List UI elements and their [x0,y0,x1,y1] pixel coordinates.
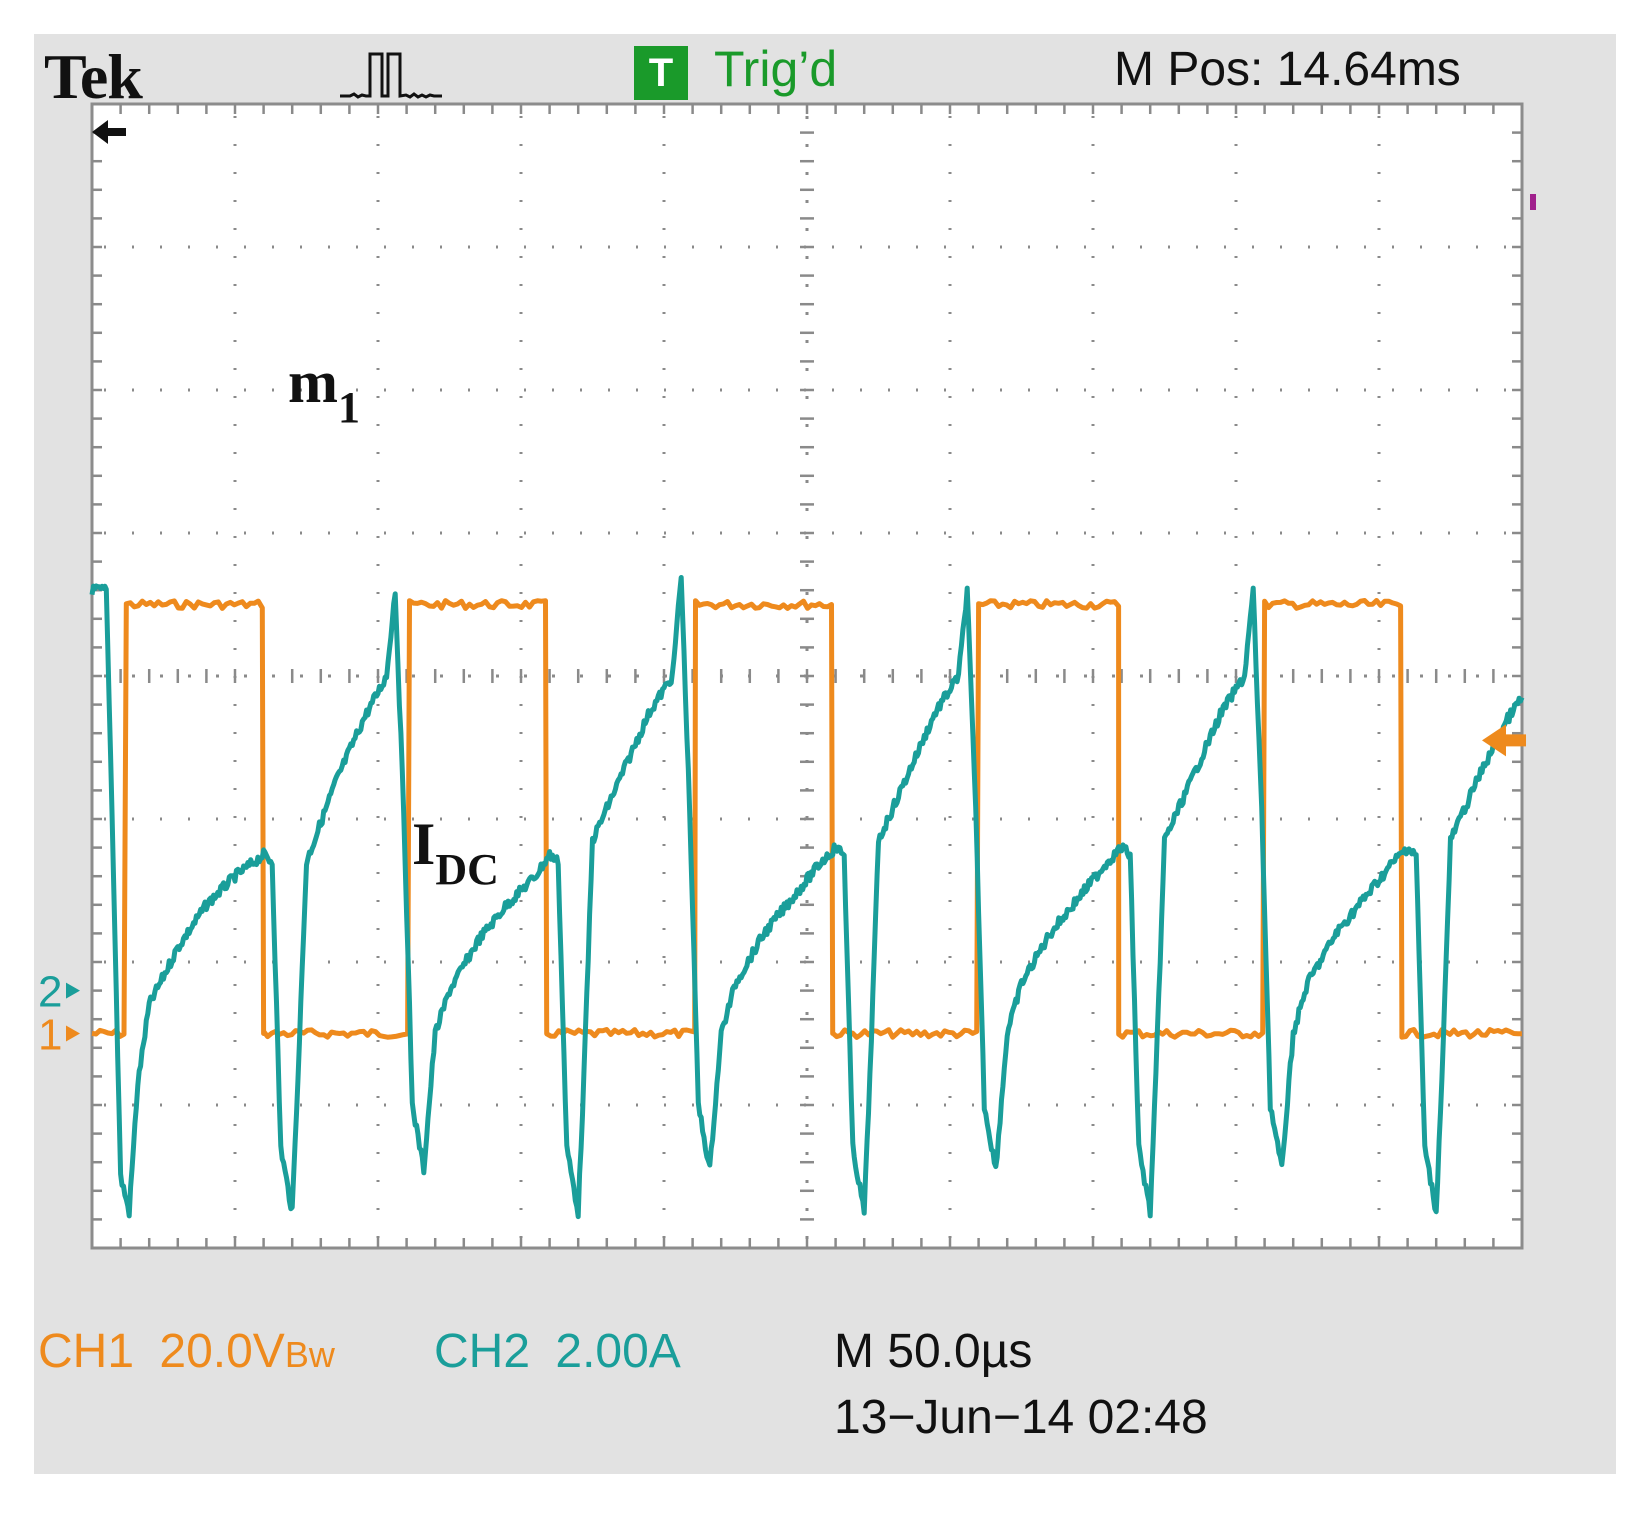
annotation-m1-subscript: 1 [338,383,360,432]
horizontal-position-readout: M Pos: 14.64ms [1114,43,1461,96]
ch2-waveform [89,575,1525,1220]
ch1-ground-marker-arrow [66,1025,80,1042]
trigger-status: Trig’d [714,41,838,97]
ch1-waveform [91,598,1522,1040]
ref-marker-icon [1530,194,1536,210]
ch1-label: CH1 [38,1325,135,1378]
trigger-type-icon [340,52,442,99]
ch2-ground-marker-arrow [66,982,80,999]
trigger-position-arrow-icon [92,120,126,144]
ch1-volts-per-div: 20.0V [159,1325,285,1378]
trigger-level-arrow-icon [1482,724,1526,757]
timebase-readout: M 50.0µs [834,1325,1033,1378]
ch2-label: CH2 [434,1325,531,1378]
ch2-scale-readout: CH2 2.00A [434,1324,681,1379]
ch2-amps-per-div: 2.00A [555,1325,681,1378]
ch1-ground-marker-label: 1 [38,1011,62,1060]
ch1-bandwidth-limit: Bw [284,1334,335,1375]
ch1-scale-readout: CH1 20.0VBw [38,1324,335,1379]
annotation-idc-subscript: DC [435,845,499,894]
trigger-badge: T [634,46,688,100]
date-time-readout: 13−Jun−14 02:48 [834,1391,1208,1444]
ch2-ground-marker-label: 2 [38,968,62,1017]
oscilloscope-screen: Tek T Trig’d M Pos: 14.64ms CH1 20.0VBw … [34,34,1616,1474]
brand-logo: Tek [44,41,143,112]
